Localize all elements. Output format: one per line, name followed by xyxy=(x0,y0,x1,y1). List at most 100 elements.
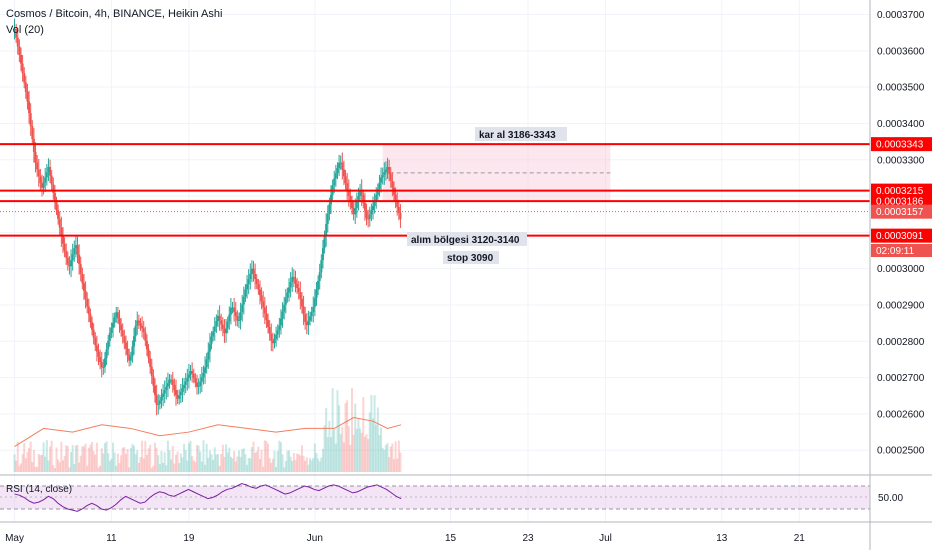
volume-bar xyxy=(187,443,190,472)
volume-bar xyxy=(191,456,194,472)
volume-bar xyxy=(73,463,76,472)
volume-bar xyxy=(363,436,366,472)
volume-bar xyxy=(82,446,85,472)
volume-bar xyxy=(189,440,192,472)
candle-body xyxy=(237,320,240,322)
volume-bar xyxy=(131,443,134,472)
volume-bar xyxy=(18,465,21,472)
volume-bar xyxy=(29,441,32,472)
stop-annotation: stop 3090 xyxy=(443,251,499,264)
volume-bar xyxy=(278,440,281,472)
candle-body xyxy=(262,301,265,308)
volume-bar xyxy=(213,447,216,472)
volume-bar xyxy=(296,453,299,472)
candle-body xyxy=(29,113,32,127)
candle-body xyxy=(108,332,111,341)
volume-bar xyxy=(84,443,87,472)
volume-bar xyxy=(208,450,211,472)
volume-bar xyxy=(168,450,171,472)
volume-bar xyxy=(215,454,218,472)
candle-body xyxy=(128,354,131,361)
candle-body xyxy=(21,63,24,73)
candle-body xyxy=(296,283,299,289)
candle-body xyxy=(139,323,142,326)
volume-bar xyxy=(341,426,344,472)
candle-body xyxy=(263,307,266,314)
volume-bar xyxy=(320,457,323,472)
candle-body xyxy=(18,46,21,55)
volume-bar xyxy=(360,432,363,472)
volume-bar xyxy=(212,459,215,472)
candle-body xyxy=(162,393,165,397)
volume-bar xyxy=(52,465,55,472)
volume-bar xyxy=(70,452,73,472)
volume-bar xyxy=(34,466,37,472)
volume-bar xyxy=(347,426,350,472)
x-tick-label: 21 xyxy=(794,533,806,544)
candle-body xyxy=(297,288,300,293)
candle-body xyxy=(357,196,360,203)
volume-bar xyxy=(334,443,337,472)
candle-body xyxy=(86,298,89,307)
volume-bar xyxy=(68,467,71,472)
candle-body xyxy=(318,272,321,281)
volume-bar xyxy=(346,400,349,472)
candle-body xyxy=(163,390,166,394)
candle-body xyxy=(92,329,95,338)
volume-bar xyxy=(195,445,198,472)
volume-bar xyxy=(267,443,270,472)
volume-bar xyxy=(94,454,97,472)
volume-bar xyxy=(302,455,305,472)
volume-bar xyxy=(19,463,22,472)
volume-bar xyxy=(192,460,195,472)
candle-body xyxy=(386,167,389,170)
candle-body xyxy=(339,162,342,164)
buy-zone-annotation: alım bölgesi 3120-3140 xyxy=(407,232,527,246)
candle-body xyxy=(115,312,118,318)
candle-body xyxy=(191,371,194,374)
volume-bar xyxy=(391,443,394,472)
candle-body xyxy=(397,206,400,214)
price-tag xyxy=(871,228,932,243)
volume-bar xyxy=(16,441,19,472)
candle-body xyxy=(199,381,202,386)
candle-body xyxy=(246,284,249,290)
volume-bar xyxy=(263,440,266,472)
volume-bar xyxy=(336,390,339,472)
x-tick-label: May xyxy=(5,533,24,544)
candle-body xyxy=(244,289,247,297)
candle-body xyxy=(49,167,52,176)
y-tick-label: 0.0003400 xyxy=(877,119,925,130)
candle-body xyxy=(183,384,186,389)
candle-body xyxy=(89,314,92,323)
candle-body xyxy=(294,279,297,284)
candle-body xyxy=(394,194,397,201)
volume-bar xyxy=(237,450,240,472)
candle-body xyxy=(123,336,126,343)
volume-bar xyxy=(355,428,358,472)
volume-bar xyxy=(375,424,378,472)
volume-bar xyxy=(250,447,253,472)
candle-body xyxy=(197,385,200,387)
volume-bar xyxy=(242,448,245,472)
candle-body xyxy=(336,168,339,174)
candle-body xyxy=(351,202,354,209)
volume-bar xyxy=(234,461,237,472)
price-tag-label: 0.0003091 xyxy=(876,231,924,242)
volume-bar xyxy=(315,453,318,472)
x-tick-label: Jul xyxy=(599,533,612,544)
candle-body xyxy=(58,218,61,228)
volume-bar xyxy=(26,451,29,472)
volume-bar xyxy=(244,454,247,472)
candle-body xyxy=(118,318,121,325)
candle-body xyxy=(73,248,76,255)
candle-body xyxy=(74,245,77,249)
candle-body xyxy=(176,395,179,399)
volume-bar xyxy=(57,459,60,472)
y-tick-label: 0.0003500 xyxy=(877,83,925,94)
candle-body xyxy=(276,330,279,335)
candle-body xyxy=(179,391,182,396)
candle-body xyxy=(112,322,115,328)
